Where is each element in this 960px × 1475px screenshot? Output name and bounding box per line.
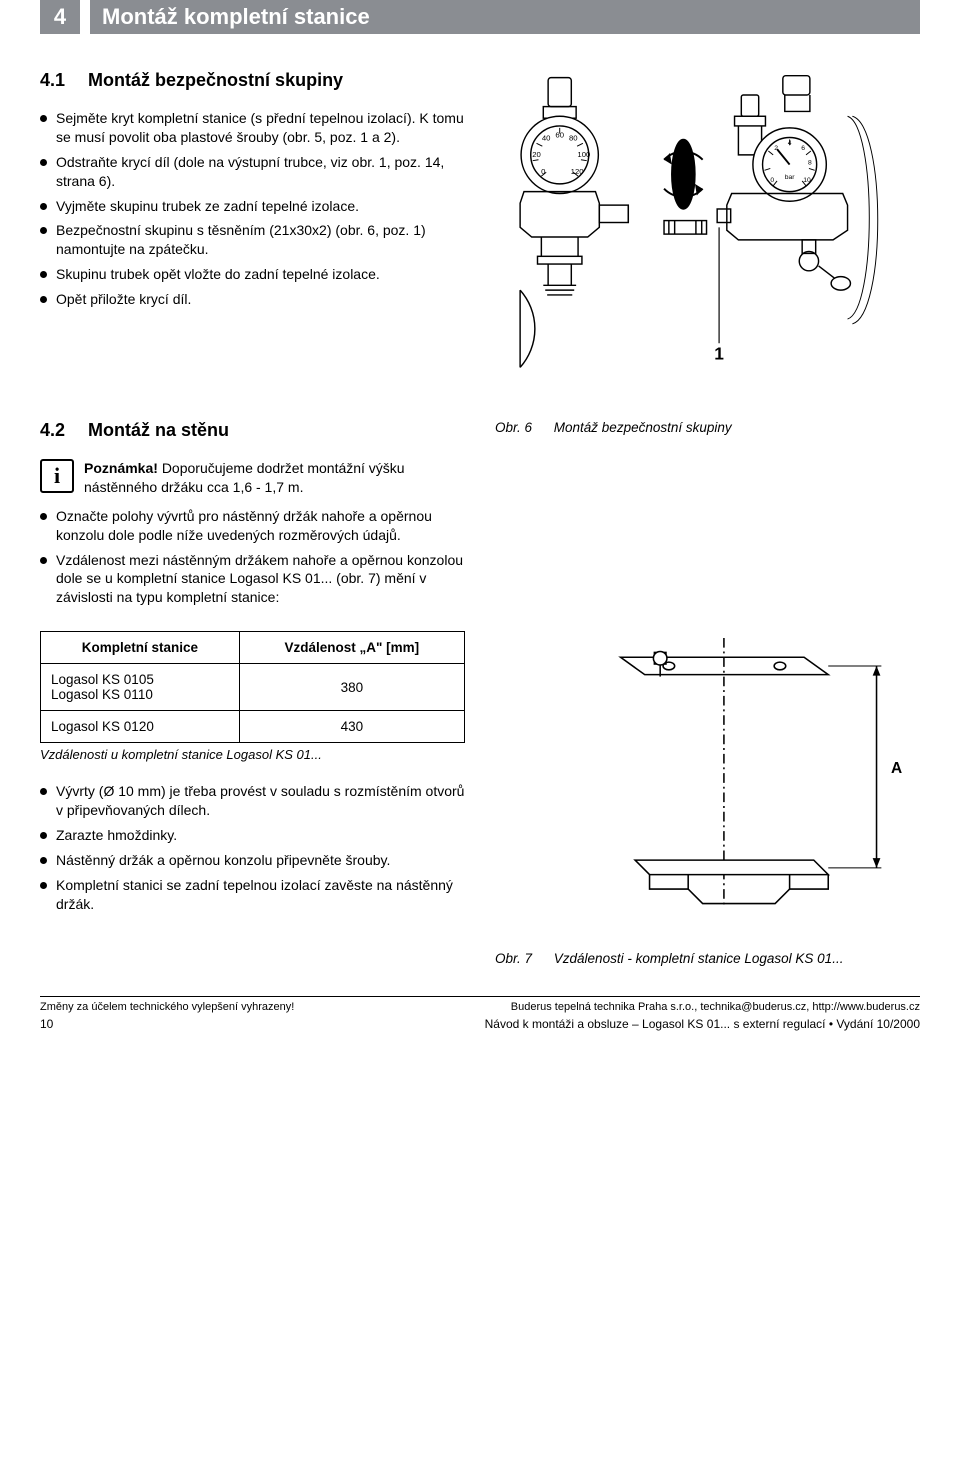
figure-6-caption: Obr. 6 Montáž bezpečnostní skupiny xyxy=(495,420,920,435)
gauge-tick: 6 xyxy=(801,145,805,152)
bullet-item: Vzdálenost mezi nástěnným držákem nahoře… xyxy=(40,551,465,608)
section-4-2-bullets-b: Vývrty (Ø 10 mm) je třeba provést v soul… xyxy=(40,782,465,913)
dimension-label: A xyxy=(891,760,902,777)
gauge-tick: 40 xyxy=(542,133,551,142)
gauge-tick: 0 xyxy=(770,177,774,184)
table-row: Logasol KS 0120 430 xyxy=(41,711,465,743)
chapter-title: Montáž kompletní stanice xyxy=(90,0,920,34)
table-cell: 380 xyxy=(239,664,464,711)
section-title: Montáž bezpečnostní skupiny xyxy=(88,70,343,90)
footer-small: Změny za účelem technického vylepšení vy… xyxy=(40,996,920,1013)
bullet-item: Sejměte kryt kompletní stanice (s přední… xyxy=(40,109,465,147)
chapter-number: 4 xyxy=(40,0,80,34)
gauge-tick: 10 xyxy=(803,177,811,184)
figure-caption-text: Montáž bezpečnostní skupiny xyxy=(554,420,732,435)
figure-caption-text: Vzdálenosti - kompletní stanice Logasol … xyxy=(554,951,844,966)
bullet-item: Zarazte hmoždinky. xyxy=(40,826,465,845)
bullet-item: Nástěnný držák a opěrnou konzolu připevn… xyxy=(40,851,465,870)
bullet-item: Vývrty (Ø 10 mm) je třeba provést v soul… xyxy=(40,782,465,820)
bullet-item: Bezpečnostní skupinu s těsněním (21x30x2… xyxy=(40,221,465,259)
figure-label: Obr. 6 xyxy=(495,420,532,435)
section-4-2-bullets-a: Označte polohy vývrtů pro nástěnný držák… xyxy=(40,507,465,607)
gauge-tick: 20 xyxy=(532,150,541,159)
figure-7-caption: Obr. 7 Vzdálenosti - kompletní stanice L… xyxy=(495,951,920,966)
gauge-tick: 0 xyxy=(541,167,545,176)
section-number: 4.1 xyxy=(40,70,65,90)
figure-7-diagram: A xyxy=(495,613,920,943)
table-row: Logasol KS 0105 Logasol KS 0110 380 xyxy=(41,664,465,711)
gauge-tick: 120 xyxy=(571,167,584,176)
bullet-item: Kompletní stanici se zadní tepelnou izol… xyxy=(40,876,465,914)
figure-6-diagram: 40 60 80 20 100 0 120 2 4 6 8 0 xyxy=(495,62,920,412)
distances-table: Kompletní stanice Vzdálenost „A" [mm] Lo… xyxy=(40,631,465,743)
page-number: 10 xyxy=(40,1017,53,1031)
gauge-tick: 60 xyxy=(555,131,564,140)
gauge-tick: 4 xyxy=(788,140,792,147)
section-4-1-bullets: Sejměte kryt kompletní stanice (s přední… xyxy=(40,109,465,309)
table-cell: Logasol KS 0105 Logasol KS 0110 xyxy=(41,664,240,711)
bullet-item: Opět přiložte krycí díl. xyxy=(40,290,465,309)
section-title: Montáž na stěnu xyxy=(88,420,229,440)
section-number: 4.2 xyxy=(40,420,65,440)
bullet-item: Vyjměte skupinu trubek ze zadní tepelné … xyxy=(40,197,465,216)
footer-doc: 10 Návod k montáži a obsluze – Logasol K… xyxy=(40,1017,920,1031)
info-icon: i xyxy=(40,459,74,493)
gauge-tick: 100 xyxy=(577,150,590,159)
doc-title: Návod k montáži a obsluze – Logasol KS 0… xyxy=(485,1017,920,1031)
gauge-tick: 80 xyxy=(569,133,578,142)
bullet-item: Odstraňte krycí díl (dole na výstupní tr… xyxy=(40,153,465,191)
gauge-tick: 8 xyxy=(808,160,812,167)
note-title: Poznámka! xyxy=(84,460,158,476)
chapter-header: 4 Montáž kompletní stanice xyxy=(40,0,920,34)
gauge-tick: 2 xyxy=(774,145,778,152)
footer-company: Buderus tepelná technika Praha s.r.o., t… xyxy=(511,1001,920,1013)
figure-label: Obr. 7 xyxy=(495,951,532,966)
table-cell: 430 xyxy=(239,711,464,743)
note-box: i Poznámka! Doporučujeme dodržet montážn… xyxy=(40,459,465,497)
gauge-unit: bar xyxy=(785,174,796,181)
table-note: Vzdálenosti u kompletní stanice Logasol … xyxy=(40,747,465,762)
table-cell: Logasol KS 0120 xyxy=(41,711,240,743)
bullet-item: Označte polohy vývrtů pro nástěnný držák… xyxy=(40,507,465,545)
table-header: Vzdálenost „A" [mm] xyxy=(239,632,464,664)
section-4-2-heading: 4.2 Montáž na stěnu xyxy=(40,420,465,441)
section-4-1-heading: 4.1 Montáž bezpečnostní skupiny xyxy=(40,70,465,91)
footer-disclaimer: Změny za účelem technického vylepšení vy… xyxy=(40,1001,294,1013)
bullet-item: Skupinu trubek opět vložte do zadní tepe… xyxy=(40,265,465,284)
table-header: Kompletní stanice xyxy=(41,632,240,664)
callout-1: 1 xyxy=(714,344,724,364)
